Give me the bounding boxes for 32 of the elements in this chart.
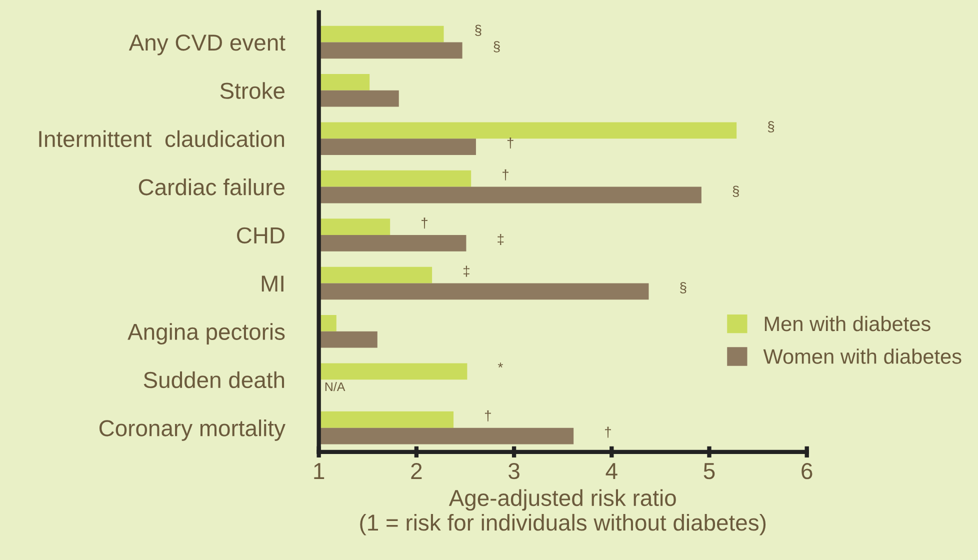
y-tick-label: CHD <box>237 227 284 244</box>
y-tick-label: MI <box>262 276 284 292</box>
y-tick-label: Intermittent claudication <box>39 130 284 148</box>
data-label: † <box>502 169 508 180</box>
x-tick-label: 3 <box>508 462 520 480</box>
legend-label: Women with diabetes <box>763 348 962 364</box>
data-label: † <box>605 426 611 438</box>
data-label: † <box>507 138 514 149</box>
data-label: § <box>494 41 500 52</box>
x-tick-label: 6 <box>802 462 812 480</box>
data-label: § <box>475 24 482 36</box>
data-label: † <box>485 410 491 422</box>
legend-label: Men with diabetes <box>764 316 930 332</box>
data-label: ‡ <box>498 234 504 245</box>
x-tick-label: 2 <box>411 462 422 479</box>
text: N/A <box>325 382 346 392</box>
data-label: † <box>422 218 428 229</box>
data-label: § <box>680 282 686 294</box>
y-tick-label: Stroke <box>220 82 284 99</box>
y-tick-label: Angina pectoris <box>128 323 285 344</box>
y-tick-label: Coronary mortality <box>99 420 286 441</box>
y-tick-label: Sudden death <box>144 371 284 388</box>
y-tick-label: Cardiac failure <box>138 178 284 196</box>
data-label: § <box>732 186 739 197</box>
x-axis-title: Age-adjusted risk ratio (1 = risk for individuals without diabetes) <box>360 489 766 536</box>
data-label: * <box>498 362 503 368</box>
x-tick-label: 1 <box>314 463 324 479</box>
x-tick-label: 4 <box>606 463 618 479</box>
data-label: ‡ <box>464 266 470 277</box>
data-label: § <box>768 121 774 132</box>
y-tick-label: Any CVD event <box>128 34 286 56</box>
x-tick-label: 5 <box>704 463 715 480</box>
